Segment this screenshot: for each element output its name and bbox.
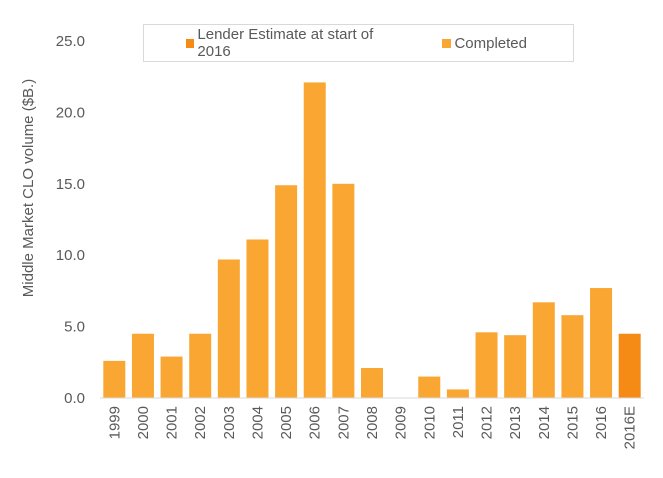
y-tick-label: 20.0 — [56, 104, 85, 121]
bar-2001 — [160, 356, 183, 398]
x-tick-label: 2001 — [164, 406, 181, 439]
bar-2014 — [532, 302, 555, 398]
bar-2015 — [561, 315, 584, 398]
x-axis-ticks: 1999 2000 2001 2002 2003 2004 2005 2006 2007 2008… — [106, 406, 638, 449]
x-tick-label: 2013 — [507, 406, 524, 439]
x-tick-label: 2000 — [135, 406, 152, 439]
bar-2006 — [303, 82, 326, 399]
y-tick-label: 10.0 — [56, 247, 85, 264]
x-tick-label: 2009 — [393, 406, 410, 439]
x-tick-label: 2006 — [307, 406, 324, 439]
bar-2010 — [418, 376, 441, 398]
x-tick-label: 2015 — [564, 406, 581, 439]
bar-2016 — [590, 288, 613, 398]
legend-swatch-estimate — [186, 38, 195, 48]
legend-label-estimate: Lender Estimate at start of 2016 — [197, 26, 374, 60]
x-tick-label: 2002 — [192, 406, 209, 439]
x-tick-label: 2016 — [593, 406, 610, 439]
y-tick-label: 5.0 — [64, 319, 85, 336]
x-tick-label: 2010 — [421, 406, 438, 439]
legend-item-estimate: Lender Estimate at start of 2016 — [186, 26, 396, 60]
x-tick-label: 2012 — [479, 406, 496, 439]
legend-swatch-completed — [442, 38, 452, 48]
bar-2011 — [446, 389, 469, 398]
x-tick-label: 2003 — [221, 406, 238, 439]
bar-1999 — [103, 360, 126, 398]
legend-label-completed: Completed — [454, 34, 527, 52]
bar-2003 — [217, 259, 240, 398]
y-tick-label: 25.0 — [56, 33, 85, 50]
y-axis-ticks: 0.0 5.0 10.0 15.0 20.0 25.0 — [56, 33, 85, 407]
bar-2012 — [475, 332, 498, 398]
bar-2002 — [189, 333, 212, 398]
bar-2013 — [504, 335, 527, 398]
bar-2005 — [275, 185, 298, 398]
x-tick-label: 2016E — [622, 406, 639, 449]
y-tick-label: 15.0 — [56, 176, 85, 193]
bar-2016E — [618, 333, 641, 398]
x-tick-label: 2007 — [335, 406, 352, 439]
y-axis-title: Middle Market CLO volume ($B.) — [20, 79, 37, 297]
x-tick-label: 1999 — [106, 406, 123, 439]
y-tick-label: 0.0 — [64, 390, 85, 407]
legend: Lender Estimate at start of 2016 Complet… — [143, 24, 574, 62]
bar-2000 — [131, 333, 154, 398]
legend-item-completed: Completed — [442, 35, 527, 52]
x-tick-label: 2008 — [364, 406, 381, 439]
x-tick-label: 2011 — [450, 406, 467, 438]
bars — [103, 82, 641, 399]
x-tick-label: 2004 — [249, 406, 266, 439]
bar-2004 — [246, 239, 269, 398]
bar-2008 — [361, 368, 383, 398]
x-tick-label: 2014 — [536, 406, 553, 439]
bar-2007 — [332, 183, 355, 398]
x-tick-label: 2005 — [278, 406, 295, 439]
